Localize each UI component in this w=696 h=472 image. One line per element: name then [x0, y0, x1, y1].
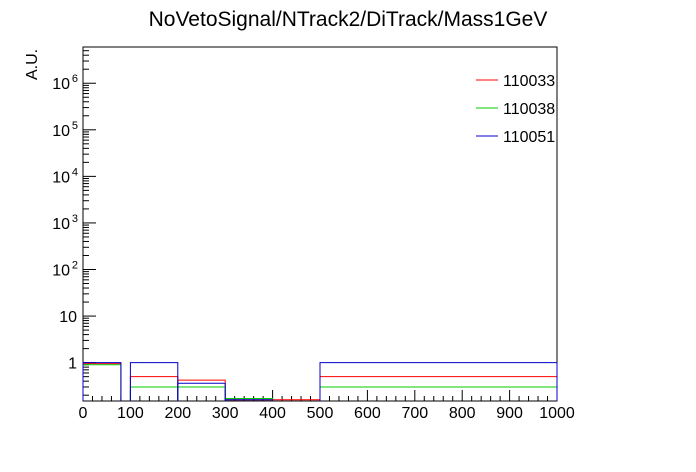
legend-label: 110038	[503, 101, 555, 118]
y-tick-label: 10	[52, 263, 70, 280]
y-tick-exponent: 4	[72, 166, 78, 178]
legend-label: 110033	[503, 73, 555, 90]
y-tick-label: 10	[52, 123, 70, 140]
x-tick-label: 300	[212, 405, 239, 422]
x-tick-label: 0	[79, 405, 88, 422]
x-tick-label: 500	[307, 405, 334, 422]
x-tick-label: 200	[164, 405, 191, 422]
histogram-bin	[319, 362, 558, 401]
histogram-bin	[319, 376, 558, 401]
y-tick-label: 1	[68, 356, 77, 373]
y-tick-exponent: 3	[72, 213, 78, 225]
x-tick-label: 600	[354, 405, 381, 422]
histogram-bin	[177, 382, 226, 401]
histogram-bin	[129, 376, 179, 401]
y-tick-label: 10	[52, 216, 70, 233]
y-tick-exponent: 5	[72, 120, 78, 132]
series-110051	[82, 362, 558, 401]
chart-title: NoVetoSignal/NTrack2/DiTrack/Mass1GeV	[149, 8, 548, 31]
y-tick-label: 10	[52, 76, 70, 93]
y-tick-exponent: 2	[72, 260, 78, 272]
y-tick-exponent: 6	[72, 73, 78, 85]
legend-label: 110051	[503, 129, 555, 146]
histogram-bin	[82, 362, 122, 401]
x-tick-label: 1000	[539, 405, 575, 422]
x-tick-label: 700	[401, 405, 428, 422]
x-tick-label: 900	[496, 405, 523, 422]
x-tick-label: 800	[449, 405, 476, 422]
histogram-bin	[319, 386, 558, 401]
x-tick-label: 100	[117, 405, 144, 422]
histogram-bin	[224, 399, 274, 401]
y-tick-label: 10	[52, 169, 70, 186]
y-axis-label: A.U.	[24, 49, 41, 80]
histogram-bin	[177, 386, 226, 401]
y-tick-label: 10	[59, 309, 77, 326]
legend: 110033 110038 110051	[476, 73, 555, 146]
histogram-bin	[129, 362, 179, 401]
x-tick-label: 400	[259, 405, 286, 422]
plot-frame	[82, 46, 558, 402]
histogram-bin	[129, 386, 179, 401]
